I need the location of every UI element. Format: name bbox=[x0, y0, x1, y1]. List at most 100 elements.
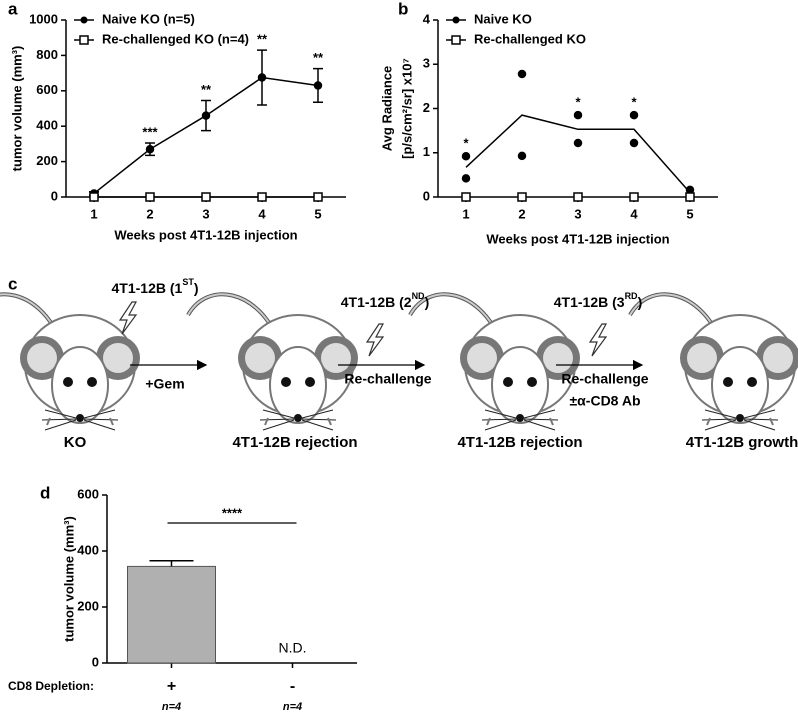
marker bbox=[573, 192, 583, 202]
injection-label: 4T1-12B (1ST) bbox=[112, 277, 199, 295]
y-tick-label: 200 bbox=[77, 598, 99, 613]
superscript: RD bbox=[625, 291, 638, 301]
panel-label: d bbox=[40, 483, 50, 502]
text-part: ) bbox=[425, 294, 430, 310]
marker bbox=[145, 192, 155, 202]
y-tick-label: 600 bbox=[36, 82, 58, 97]
row-label: CD8 Depletion: bbox=[8, 679, 94, 693]
text-part: 4T1-12B (1 bbox=[112, 280, 183, 296]
injection-label: 4T1-12B (2ND) bbox=[341, 291, 429, 309]
diagram: c 4T1-12B (1ST) 4T1-12B (2ND) 4T1-12B (3RD)… bbox=[0, 274, 798, 451]
marker bbox=[573, 110, 583, 120]
marker bbox=[461, 152, 471, 161]
legend-marker bbox=[452, 16, 460, 24]
marker bbox=[517, 151, 527, 161]
y-tick-label: 1 bbox=[423, 144, 430, 159]
superscript: ND bbox=[412, 291, 425, 301]
category-label: + bbox=[167, 678, 176, 695]
marker bbox=[685, 192, 695, 202]
marker bbox=[145, 144, 155, 154]
legend-label: Naive KO bbox=[474, 11, 532, 26]
legend-label: Re-challenged KO (n=4) bbox=[102, 31, 249, 46]
y-tick-label: 0 bbox=[51, 188, 58, 203]
outcome-label: 4T1-12B rejection bbox=[232, 434, 357, 451]
x-tick-label: 4 bbox=[630, 206, 638, 221]
mouse bbox=[408, 292, 582, 432]
y-tick-label: 0 bbox=[423, 188, 430, 203]
x-tick-label: 3 bbox=[202, 206, 209, 221]
marker bbox=[573, 138, 583, 148]
marker bbox=[629, 192, 639, 202]
marker bbox=[201, 192, 211, 202]
significance: **** bbox=[222, 505, 243, 520]
y-tick-label: 3 bbox=[423, 56, 430, 71]
mouse bbox=[0, 292, 142, 432]
bar bbox=[127, 565, 216, 664]
mean-line bbox=[465, 114, 691, 194]
marker bbox=[313, 192, 323, 202]
x-tick-label: 3 bbox=[574, 206, 581, 221]
significance: ** bbox=[257, 32, 268, 47]
significance: *** bbox=[142, 124, 158, 139]
x-axis-label: Weeks post 4T1-12B injection bbox=[486, 231, 669, 246]
x-axis-label: Weeks post 4T1-12B injection bbox=[114, 227, 297, 242]
step-label: ±α-CD8 Ab bbox=[570, 393, 641, 409]
significance: * bbox=[575, 95, 581, 110]
category-label: - bbox=[290, 678, 295, 695]
significance: * bbox=[631, 95, 637, 110]
step-label: Re-challenge bbox=[344, 371, 431, 387]
x-tick-label: 2 bbox=[518, 206, 525, 221]
y-tick-label: 800 bbox=[36, 47, 58, 62]
sample-size: n=4 bbox=[162, 701, 181, 712]
marker bbox=[257, 192, 267, 202]
y-tick-label: 600 bbox=[77, 486, 99, 501]
y-axis-label: tumor volume (mm³) bbox=[61, 516, 76, 642]
outcome-label: 4T1-12B rejection bbox=[457, 434, 582, 451]
significance: ** bbox=[313, 50, 324, 65]
y-tick-label: 400 bbox=[36, 118, 58, 133]
y-tick-label: 1000 bbox=[29, 11, 58, 26]
marker bbox=[629, 110, 639, 120]
injection-icon bbox=[119, 301, 137, 335]
panel-label: a bbox=[8, 0, 18, 18]
error-bar bbox=[149, 560, 194, 567]
legend-label: Naive KO (n=5) bbox=[102, 11, 195, 26]
sample-size: n=4 bbox=[283, 701, 302, 712]
marker bbox=[461, 192, 471, 202]
marker bbox=[313, 81, 323, 90]
panel-label: b bbox=[398, 0, 408, 18]
x-tick-label: 5 bbox=[686, 206, 693, 221]
y-tick-label: 200 bbox=[36, 153, 58, 168]
significance: ** bbox=[201, 82, 212, 97]
mouse bbox=[186, 292, 360, 432]
marker bbox=[517, 192, 527, 202]
marker bbox=[517, 69, 527, 79]
panel-label: c bbox=[8, 274, 17, 293]
y-axis-label: tumor volume (mm³) bbox=[9, 46, 24, 172]
value-label: N.D. bbox=[279, 640, 307, 656]
injection-icon bbox=[366, 323, 384, 357]
marker bbox=[89, 192, 99, 202]
legend-marker bbox=[79, 35, 89, 45]
text-part: 4T1-12B (3 bbox=[554, 294, 625, 310]
marker bbox=[257, 73, 267, 82]
outcome-label: 4T1-12B growth bbox=[686, 434, 798, 451]
y-axis-label: Avg Radiance bbox=[379, 66, 394, 152]
text-part: ) bbox=[638, 294, 643, 310]
x-tick-label: 1 bbox=[462, 206, 469, 221]
x-tick-label: 4 bbox=[258, 206, 266, 221]
x-tick-label: 2 bbox=[146, 206, 153, 221]
marker bbox=[201, 111, 211, 120]
significance: * bbox=[463, 136, 469, 151]
injection-icon bbox=[589, 323, 607, 357]
text-part: ) bbox=[194, 280, 199, 296]
outcome-label: KO bbox=[64, 434, 87, 451]
y-axis-label: [p/s/cm²/sr] x10⁷ bbox=[399, 58, 414, 159]
legend-marker bbox=[451, 35, 461, 45]
y-tick-label: 4 bbox=[423, 11, 431, 26]
injection-label: 4T1-12B (3RD) bbox=[554, 291, 642, 309]
legend-label: Re-challenged KO bbox=[474, 31, 586, 46]
marker bbox=[629, 138, 639, 148]
mouse bbox=[628, 292, 798, 432]
